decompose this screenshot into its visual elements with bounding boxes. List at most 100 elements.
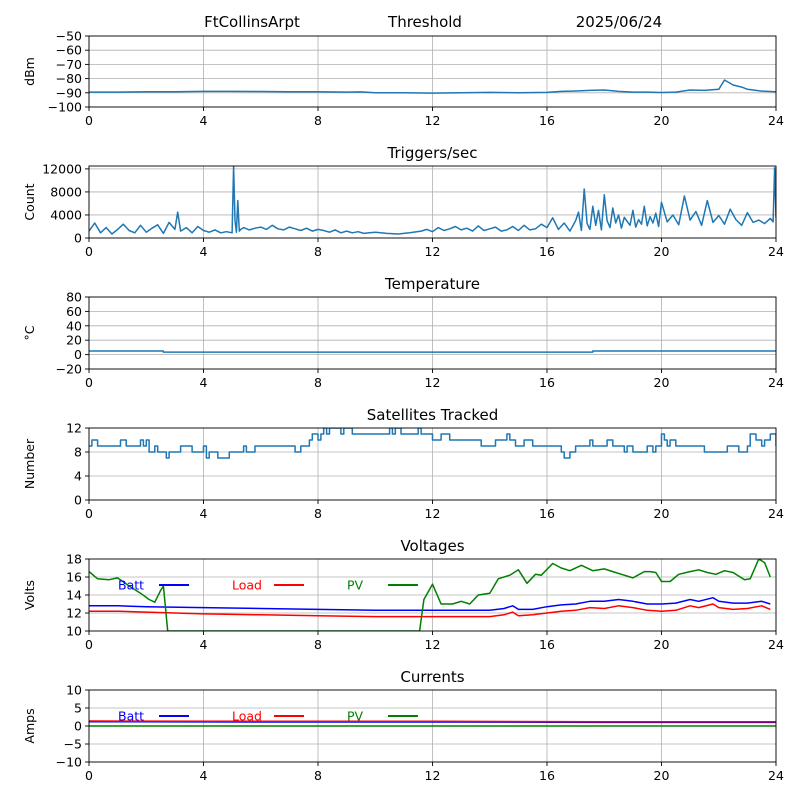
chart-title: Satellites Tracked — [367, 406, 498, 424]
x-tick-label: 12 — [425, 375, 441, 390]
x-tick-label: 12 — [425, 506, 441, 521]
legend-label-load: Load — [232, 578, 262, 593]
x-tick-label: 0 — [85, 506, 93, 521]
chart-panel: 0 4 8 12 16 20 24 −10 −5 0 5 10 Currents Amps Batt Load… — [22, 668, 784, 783]
y-tick-label: 5 — [74, 701, 82, 716]
y-tick-label: 20 — [66, 333, 82, 348]
y-tick-label: 12000 — [42, 161, 82, 176]
x-tick-label: 4 — [200, 244, 208, 259]
x-tick-label: 16 — [539, 768, 555, 783]
chart-title: Temperature — [384, 275, 480, 293]
y-tick-label: −10 — [56, 755, 82, 770]
chart-panel: 0 4 8 12 16 20 24 10 12 14 16 18 Voltages Volts Batt Lo… — [22, 537, 784, 652]
series-line — [89, 166, 776, 235]
chart-panel: 0 4 8 12 16 20 24 −100−90−80−70−60−50 dBm — [22, 29, 784, 129]
x-tick-label: 20 — [654, 375, 670, 390]
y-tick-label: 16 — [66, 570, 82, 585]
station-name: FtCollinsArpt — [204, 13, 300, 31]
x-tick-label: 24 — [768, 506, 784, 521]
series-line — [89, 428, 776, 459]
chart-title: Voltages — [400, 537, 464, 555]
series-line — [89, 350, 776, 353]
x-tick-label: 8 — [314, 768, 322, 783]
x-tick-label: 24 — [768, 637, 784, 652]
legend-label-pv: PV — [347, 578, 364, 593]
x-tick-label: 0 — [85, 375, 93, 390]
x-tick-label: 0 — [85, 244, 93, 259]
x-tick-label: 12 — [425, 113, 441, 128]
plot-date: 2025/06/24 — [576, 13, 662, 31]
x-tick-label: 20 — [654, 244, 670, 259]
x-tick-label: 20 — [654, 637, 670, 652]
x-tick-label: 12 — [425, 637, 441, 652]
x-tick-label: 24 — [768, 113, 784, 128]
x-tick-label: 4 — [200, 113, 208, 128]
x-tick-label: 24 — [768, 244, 784, 259]
x-tick-label: 24 — [768, 768, 784, 783]
y-axis-label: dBm — [22, 57, 37, 86]
y-axis-label: °C — [22, 325, 37, 340]
x-tick-label: 4 — [200, 768, 208, 783]
legend-label-load: Load — [232, 709, 262, 724]
y-tick-label: 4000 — [50, 207, 82, 222]
y-tick-label: 0 — [74, 493, 82, 508]
y-axis-label: Number — [22, 438, 37, 489]
y-tick-label: −20 — [56, 362, 82, 377]
x-tick-label: 8 — [314, 244, 322, 259]
y-tick-label: 14 — [66, 588, 82, 603]
x-tick-label: 8 — [314, 113, 322, 128]
x-tick-label: 20 — [654, 506, 670, 521]
y-tick-label: −60 — [56, 43, 82, 58]
x-tick-label: 20 — [654, 113, 670, 128]
chart-panel: 0 4 8 12 16 20 24 0 4000 8000 12000 Triggers/sec Cou… — [22, 144, 784, 259]
x-tick-label: 4 — [200, 506, 208, 521]
x-tick-label: 8 — [314, 375, 322, 390]
series-line — [89, 79, 776, 94]
y-tick-label: 12 — [66, 421, 82, 436]
y-axis-label: Volts — [22, 580, 37, 610]
y-tick-label: 8 — [74, 445, 82, 460]
x-tick-label: 0 — [85, 768, 93, 783]
y-tick-label: −100 — [48, 100, 82, 115]
legend-label-pv: PV — [347, 709, 364, 724]
y-tick-label: −80 — [56, 71, 82, 86]
chart-panel: 0 4 8 12 16 20 24 0 4 8 12 Satellites Tracked Number — [22, 406, 784, 521]
y-tick-label: −50 — [56, 29, 82, 44]
y-tick-label: 40 — [66, 318, 82, 333]
x-tick-label: 4 — [200, 375, 208, 390]
x-tick-label: 8 — [314, 506, 322, 521]
x-tick-label: 20 — [654, 768, 670, 783]
x-tick-label: 12 — [425, 768, 441, 783]
legend-label-batt: Batt — [118, 578, 144, 593]
chart-title: Triggers/sec — [387, 144, 478, 162]
x-tick-label: 16 — [539, 506, 555, 521]
x-tick-label: 12 — [425, 244, 441, 259]
y-axis-label: Amps — [22, 708, 37, 743]
plot-mode: Threshold — [387, 13, 462, 31]
y-tick-label: 60 — [66, 304, 82, 319]
y-tick-label: −70 — [56, 57, 82, 72]
chart-title: Currents — [400, 668, 464, 686]
x-tick-label: 0 — [85, 113, 93, 128]
x-tick-label: 4 — [200, 637, 208, 652]
series-line-batt — [89, 596, 771, 612]
x-tick-label: 16 — [539, 637, 555, 652]
x-tick-label: 16 — [539, 244, 555, 259]
series-line-load — [89, 603, 771, 618]
y-tick-label: 10 — [66, 624, 82, 639]
y-tick-label: −5 — [64, 737, 82, 752]
x-tick-label: 16 — [539, 375, 555, 390]
x-tick-label: 16 — [539, 113, 555, 128]
y-axis-label: Count — [22, 183, 37, 220]
x-tick-label: 24 — [768, 375, 784, 390]
y-tick-label: 18 — [66, 552, 82, 567]
legend-label-batt: Batt — [118, 709, 144, 724]
x-tick-label: 8 — [314, 637, 322, 652]
series-line-pv — [89, 559, 771, 631]
y-tick-label: 80 — [66, 290, 82, 305]
y-tick-label: 4 — [74, 469, 82, 484]
series-line-load — [89, 720, 776, 723]
